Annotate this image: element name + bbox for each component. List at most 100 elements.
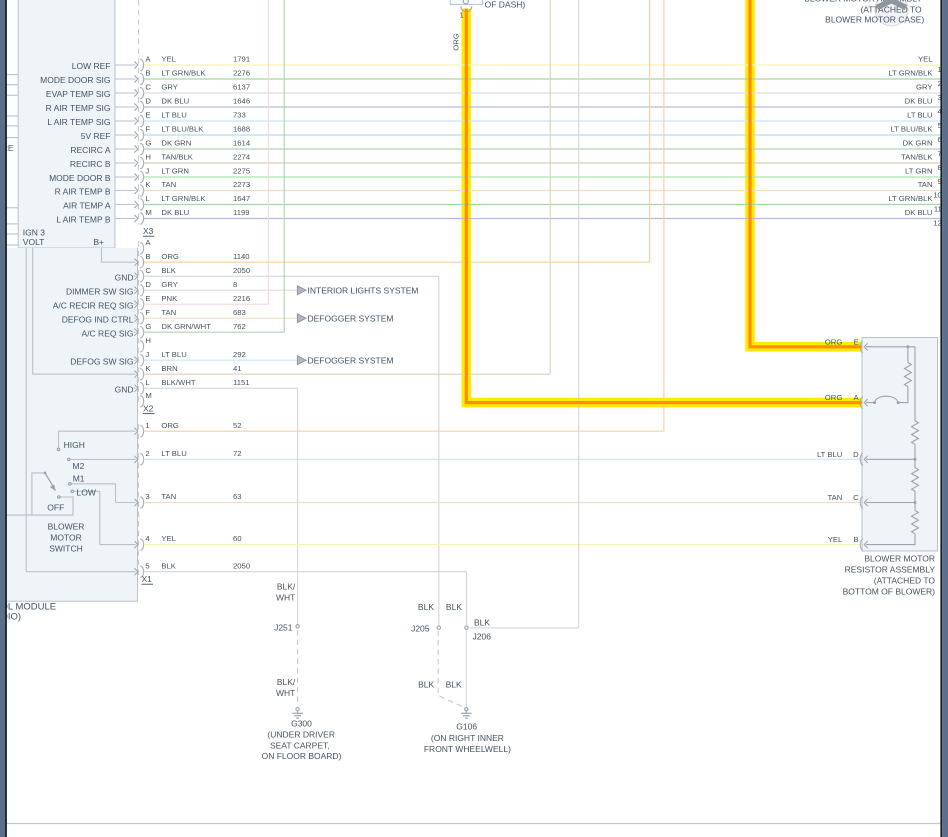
svg-text:BLK: BLK [161, 561, 176, 570]
svg-text:E: E [145, 294, 150, 303]
svg-text:RE: RE [2, 143, 14, 153]
svg-text:733: 733 [233, 111, 246, 120]
svg-text:DK GRN: DK GRN [903, 139, 933, 148]
svg-text:YEL: YEL [161, 55, 176, 64]
svg-text:PNK: PNK [161, 294, 178, 303]
svg-text:LT GRN: LT GRN [905, 167, 932, 176]
svg-text:BLK: BLK [161, 266, 176, 275]
svg-text:DK BLU: DK BLU [905, 97, 933, 106]
svg-text:LT BLU/BLK: LT BLU/BLK [890, 125, 933, 134]
svg-text:MODE DOOR B: MODE DOOR B [49, 173, 111, 183]
svg-text:DK BLU: DK BLU [905, 208, 933, 217]
svg-text:1688: 1688 [233, 125, 250, 134]
svg-text:DK GRN/WHT: DK GRN/WHT [161, 322, 211, 331]
svg-text:G: G [145, 322, 151, 331]
svg-text:TAN: TAN [827, 493, 842, 502]
svg-text:60: 60 [233, 534, 242, 543]
svg-text:L AIR TEMP SIG: L AIR TEMP SIG [47, 117, 110, 127]
svg-text:52: 52 [233, 421, 242, 430]
svg-text:YEL: YEL [161, 534, 176, 543]
svg-text:1: 1 [145, 421, 149, 430]
svg-text:HIGH: HIGH [64, 440, 85, 450]
svg-text:DEFOGGER SYSTEM: DEFOGGER SYSTEM [308, 356, 394, 366]
svg-text:(UNDER DRIVER: (UNDER DRIVER [267, 730, 335, 740]
svg-text:DK BLU: DK BLU [161, 208, 189, 217]
svg-text:LT BLU: LT BLU [161, 350, 186, 359]
svg-text:ORG: ORG [452, 33, 461, 51]
svg-text:5: 5 [145, 561, 149, 570]
svg-text:E: E [145, 111, 150, 120]
svg-text:2276: 2276 [233, 69, 250, 78]
svg-text:BLOWER MOTOR CASE): BLOWER MOTOR CASE) [825, 15, 924, 25]
svg-text:LT GRN/BLK: LT GRN/BLK [888, 194, 933, 203]
svg-text:C: C [145, 266, 151, 275]
svg-text:J251: J251 [274, 622, 293, 632]
svg-text:BLK/: BLK/ [277, 582, 296, 592]
svg-text:LT GRN: LT GRN [161, 167, 188, 176]
svg-text:F: F [145, 125, 150, 134]
svg-text:K: K [145, 180, 151, 189]
svg-text:MODE DOOR SIG: MODE DOOR SIG [40, 75, 110, 85]
svg-text:4: 4 [145, 534, 150, 543]
svg-text:12: 12 [933, 219, 942, 228]
svg-text:(ON RIGHT INNER: (ON RIGHT INNER [431, 733, 504, 743]
svg-text:1646: 1646 [233, 97, 250, 106]
svg-text:M2: M2 [73, 461, 85, 471]
svg-text:B+: B+ [93, 237, 104, 247]
svg-text:RECIRC B: RECIRC B [70, 159, 111, 169]
svg-text:BLK/: BLK/ [277, 677, 296, 687]
svg-text:RESISTOR ASSEMBLY: RESISTOR ASSEMBLY [845, 564, 936, 574]
svg-text:(ATTACHED TO: (ATTACHED TO [874, 575, 936, 585]
svg-text:72: 72 [233, 449, 242, 458]
svg-text:WHT: WHT [276, 593, 295, 603]
svg-text:L: L [145, 194, 150, 203]
svg-text:1647: 1647 [233, 194, 250, 203]
svg-text:G: G [145, 139, 151, 148]
svg-text:762: 762 [233, 322, 246, 331]
svg-text:LT GRN/BLK: LT GRN/BLK [888, 69, 933, 78]
svg-text:M: M [145, 208, 151, 217]
svg-text:2: 2 [938, 79, 942, 88]
svg-text:ORG: ORG [161, 252, 179, 261]
svg-text:SEAT CARPET,: SEAT CARPET, [270, 740, 330, 750]
svg-text:J206: J206 [473, 632, 492, 642]
svg-text:OF DASH): OF DASH) [485, 0, 526, 10]
svg-text:7: 7 [938, 149, 942, 158]
svg-text:BLK: BLK [418, 680, 434, 690]
svg-text:X2: X2 [143, 403, 154, 413]
svg-text:BLK/WHT: BLK/WHT [161, 378, 195, 387]
svg-text:X1: X1 [142, 574, 153, 584]
svg-text:X3: X3 [143, 226, 154, 236]
svg-text:DIO): DIO) [1, 612, 21, 623]
svg-text:BLK: BLK [418, 602, 434, 612]
svg-text:DK BLU: DK BLU [161, 97, 189, 106]
svg-text:D: D [853, 450, 859, 459]
svg-text:R AIR TEMP B: R AIR TEMP B [55, 187, 111, 197]
svg-text:RECIRC A: RECIRC A [70, 145, 110, 155]
svg-text:M1: M1 [73, 473, 85, 483]
svg-text:AIR TEMP A: AIR TEMP A [63, 201, 111, 211]
svg-text:H: H [145, 153, 151, 162]
svg-text:DK GRN: DK GRN [161, 139, 191, 148]
svg-text:G106: G106 [456, 722, 477, 732]
svg-text:YEL: YEL [828, 535, 843, 544]
svg-text:DEFOG IND CTRL: DEFOG IND CTRL [62, 314, 134, 324]
svg-text:OFF: OFF [47, 502, 64, 512]
svg-text:2216: 2216 [233, 294, 250, 303]
svg-text:BLOWER MOTOR ASSEMBLY: BLOWER MOTOR ASSEMBLY [804, 0, 922, 3]
svg-text:LT BLU: LT BLU [907, 111, 932, 120]
svg-text:C: C [853, 493, 859, 502]
svg-text:292: 292 [233, 350, 246, 359]
svg-text:6137: 6137 [233, 83, 250, 92]
svg-text:YEL: YEL [918, 55, 933, 64]
svg-text:C: C [145, 83, 151, 92]
svg-text:LOW: LOW [77, 488, 96, 498]
svg-text:41: 41 [233, 364, 242, 373]
svg-text:G300: G300 [291, 719, 312, 729]
svg-text:BLK: BLK [446, 680, 462, 690]
svg-text:TAN: TAN [161, 492, 176, 501]
svg-text:8: 8 [938, 163, 942, 172]
svg-text:B: B [145, 69, 150, 78]
svg-text:SWITCH: SWITCH [49, 543, 83, 553]
svg-text:ORG: ORG [161, 421, 179, 430]
